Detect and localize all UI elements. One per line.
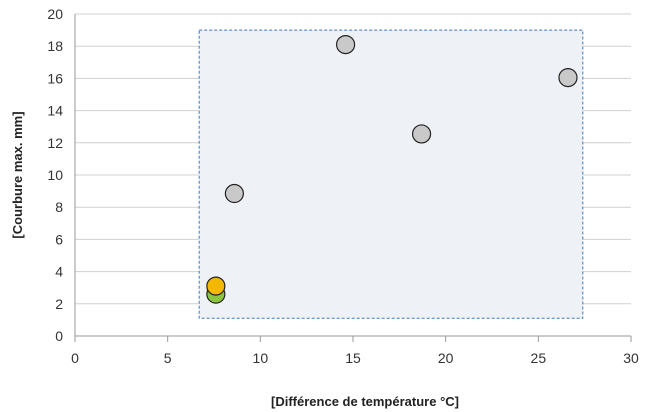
x-tick-label: 20 xyxy=(438,350,454,366)
highlight-region xyxy=(198,29,584,319)
data-point xyxy=(224,183,244,204)
y-tick-labels: 0 2 4 6 8 10 12 14 16 18 20 xyxy=(47,6,63,344)
axes xyxy=(74,14,632,342)
y-tick-label: 14 xyxy=(47,103,63,119)
x-axis-title: [Différence de température °C] xyxy=(271,394,459,409)
y-axis-title: [Courbure max. mm] xyxy=(10,111,25,238)
y-tick-label: 4 xyxy=(55,264,63,280)
y-tick-label: 18 xyxy=(47,38,63,54)
y-tick-label: 2 xyxy=(55,296,63,312)
x-tick-label: 0 xyxy=(71,350,79,366)
data-point xyxy=(206,276,226,296)
y-tick-label: 20 xyxy=(47,6,63,22)
y-tick-label: 10 xyxy=(47,167,63,183)
x-tick-labels: 0 5 10 15 20 25 30 xyxy=(71,350,639,366)
x-tick-label: 5 xyxy=(164,350,172,366)
data-points xyxy=(206,34,578,304)
x-tick-label: 15 xyxy=(345,350,361,366)
x-tick-label: 10 xyxy=(253,350,269,366)
data-point xyxy=(411,124,432,144)
x-tick-label: 25 xyxy=(531,350,547,366)
y-tick-label: 0 xyxy=(55,328,63,344)
y-tick-label: 12 xyxy=(47,135,63,151)
y-tick-label: 16 xyxy=(47,70,63,86)
y-tick-label: 6 xyxy=(55,231,63,247)
y-tick-label: 8 xyxy=(55,199,63,215)
data-point xyxy=(335,34,356,55)
data-point xyxy=(558,67,578,88)
x-tick-label: 30 xyxy=(623,350,639,366)
